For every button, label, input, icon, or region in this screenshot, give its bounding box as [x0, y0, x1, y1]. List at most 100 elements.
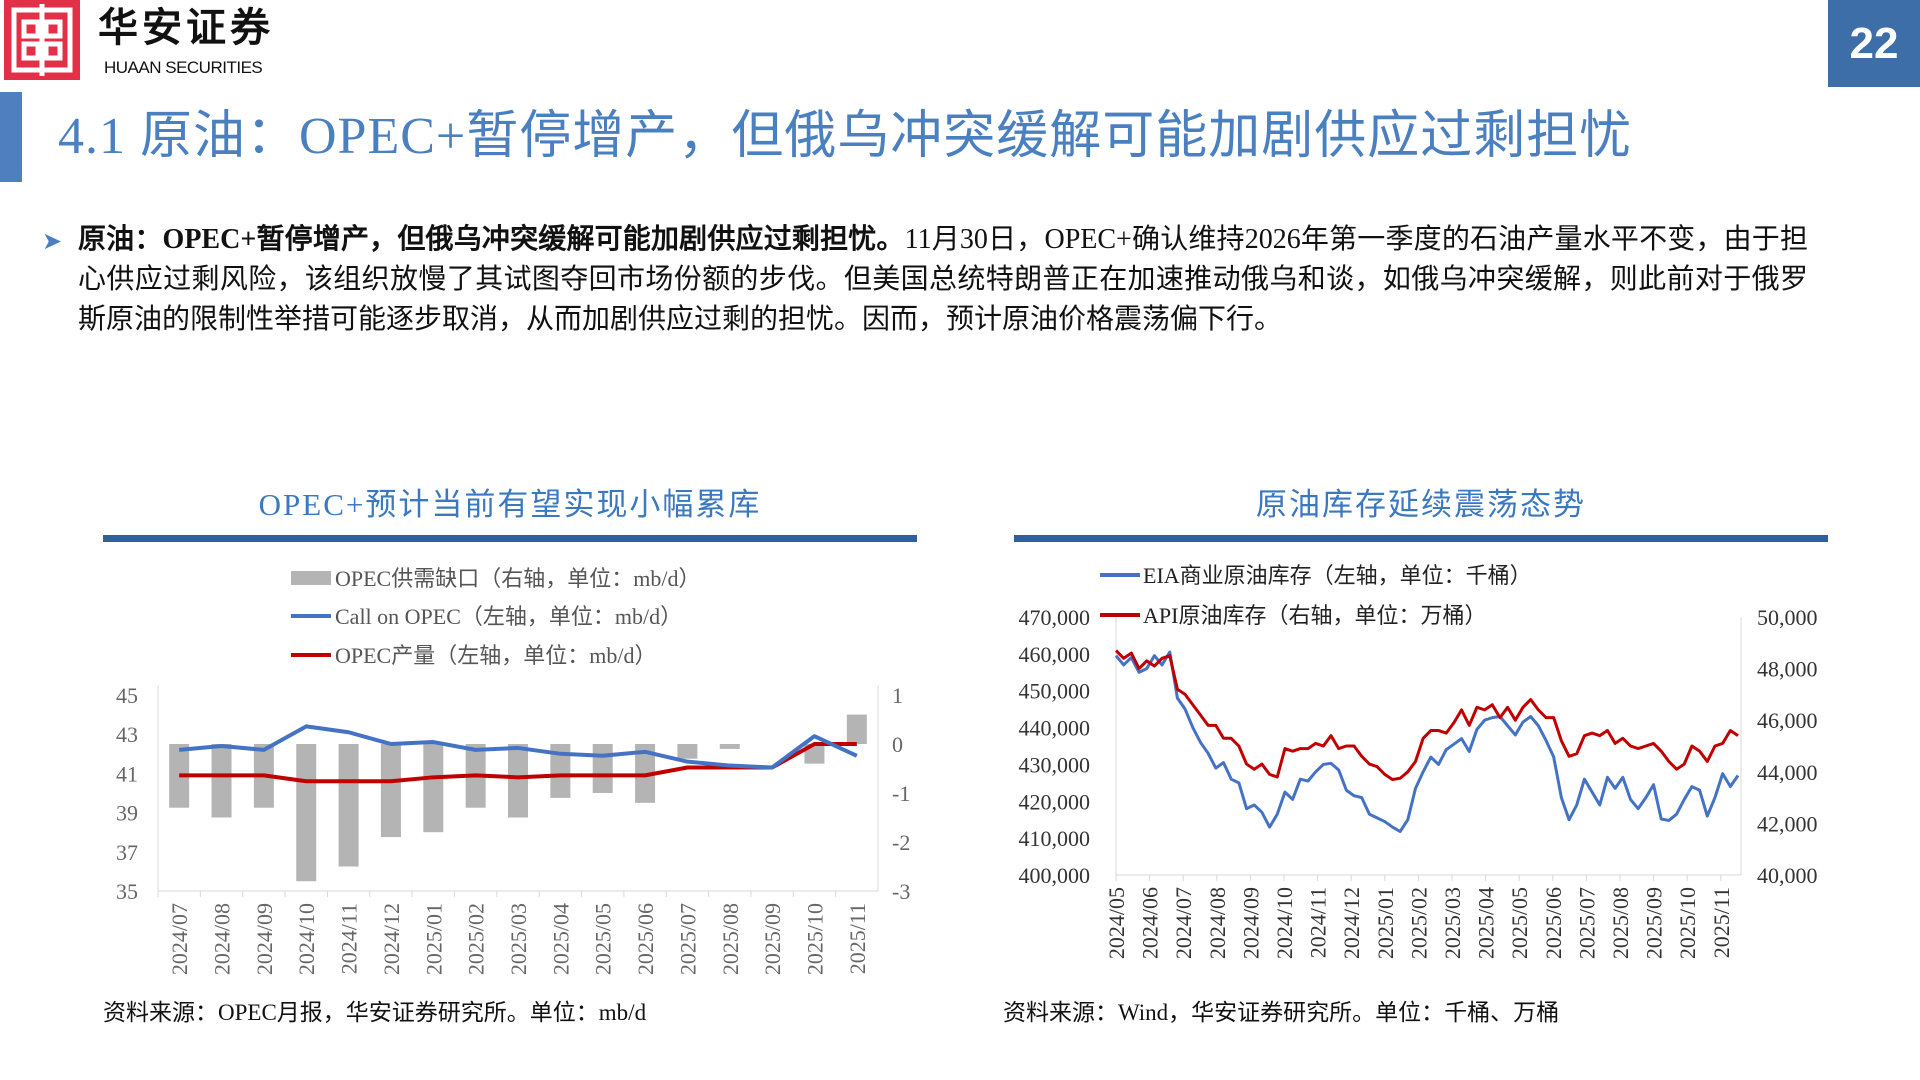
x-tick-label: 2025/10 — [802, 903, 827, 975]
opec-balance-chart: OPEC供需缺口（右轴，单位：mb/d） Call on OPEC（左轴，单位：m… — [116, 566, 910, 975]
y-right-tick-label: 1 — [892, 683, 903, 708]
x-tick-label: 2025/07 — [675, 903, 700, 975]
bullet-heading: 原油：OPEC+暂停增产，但俄乌冲突缓解可能加剧供应过剩担忧。 — [78, 224, 905, 255]
gap-bar — [211, 744, 232, 818]
x-tick-label: 2025/03 — [506, 903, 531, 975]
x-tick-label: 2025/02 — [464, 903, 489, 975]
x-tick-label: 2025/04 — [1474, 887, 1499, 959]
y-left-tick-label: 45 — [116, 683, 138, 708]
y-right-tick-label: 48,000 — [1757, 657, 1818, 682]
gap-bar — [296, 744, 317, 882]
x-tick-label: 2025/06 — [1541, 887, 1566, 959]
y-left-tick-label: 450,000 — [1019, 679, 1091, 704]
x-tick-label: 2025/11 — [845, 903, 870, 974]
gap-bar — [550, 744, 571, 798]
left-chart-rule — [103, 535, 917, 542]
legend-label: EIA商业原油库存（左轴，单位：千桶） — [1143, 563, 1532, 588]
eia-inventory-line — [1114, 650, 1740, 834]
page-number: 22 — [1828, 0, 1920, 87]
gap-bar — [508, 744, 528, 818]
x-tick-label: 2024/09 — [1238, 887, 1263, 959]
y-left-tick-label: 440,000 — [1019, 716, 1091, 741]
y-left-tick-label: 400,000 — [1019, 863, 1091, 888]
y-right-tick-label: 50,000 — [1757, 605, 1818, 630]
y-left-tick-label: 37 — [116, 840, 138, 865]
y-right-tick-label: -3 — [892, 879, 910, 904]
right-chart-title: 原油库存延续震荡态势 — [1256, 487, 1586, 522]
gap-bar — [846, 714, 867, 744]
y-right-tick-label: -2 — [892, 830, 910, 855]
gap-bar — [677, 744, 698, 759]
x-tick-label: 2025/04 — [548, 903, 573, 975]
gap-bar — [380, 744, 401, 838]
x-tick-label: 2024/08 — [1205, 887, 1230, 959]
x-tick-label: 2025/03 — [1440, 887, 1465, 959]
y-right-tick-label: 40,000 — [1757, 863, 1818, 888]
x-tick-label: 2025/05 — [591, 903, 616, 975]
x-tick-label: 2025/02 — [1406, 887, 1431, 959]
x-tick-label: 2025/06 — [633, 903, 658, 975]
x-tick-label: 2025/09 — [1642, 887, 1667, 959]
x-tick-label: 2024/07 — [167, 903, 192, 975]
left-chart-title: OPEC+预计当前有望实现小幅累库 — [258, 487, 762, 522]
x-tick-label: 2025/05 — [1507, 887, 1532, 959]
x-tick-label: 2024/10 — [1272, 887, 1297, 959]
y-left-tick-label: 430,000 — [1019, 752, 1091, 777]
y-left-tick-label: 43 — [116, 722, 138, 747]
logo-mark — [4, 0, 80, 80]
y-right-tick-label: 44,000 — [1757, 760, 1818, 785]
gap-bar — [423, 744, 444, 833]
logo-knot-icon — [11, 4, 73, 76]
api-inventory-line — [1114, 649, 1739, 782]
y-left-tick-label: 460,000 — [1019, 642, 1091, 667]
legend-swatch-bar — [291, 571, 331, 585]
x-tick-label: 2025/07 — [1574, 887, 1599, 959]
y-right-tick-label: 0 — [892, 732, 903, 757]
x-tick-label: 2024/12 — [1339, 887, 1364, 959]
gap-bar — [592, 744, 613, 793]
x-tick-label: 2025/11 — [1709, 887, 1734, 958]
x-tick-label: 2025/09 — [760, 903, 785, 975]
y-left-tick-label: 41 — [116, 761, 138, 786]
right-chart-rule — [1014, 535, 1828, 542]
x-tick-label: 2025/08 — [718, 903, 743, 975]
right-source-note: 资料来源：Wind，华安证券研究所。单位：千桶、万桶 — [1003, 1000, 1560, 1025]
crude-inventory-chart: EIA商业原油库存（左轴，单位：千桶） API原油库存（右轴，单位：万桶） 470,… — [1019, 563, 1818, 959]
x-tick-label: 2025/01 — [1373, 887, 1398, 959]
legend-label: Call on OPEC（左轴，单位：mb/d） — [335, 604, 682, 629]
bullet-paragraph: 原油：OPEC+暂停增产，但俄乌冲突缓解可能加剧供应过剩担忧。11月30日，OP… — [78, 220, 1808, 340]
x-tick-label: 2024/10 — [294, 903, 319, 975]
gap-bar — [719, 744, 740, 749]
x-tick-label: 2024/05 — [1104, 887, 1129, 959]
y-right-tick-label: 42,000 — [1757, 811, 1818, 836]
x-tick-label: 2024/07 — [1171, 887, 1196, 959]
x-tick-label: 2024/09 — [252, 903, 277, 975]
logo-english-name: HUAAN SECURITIES — [104, 58, 263, 77]
legend-label: OPEC供需缺口（右轴，单位：mb/d） — [335, 566, 700, 591]
call-on-opec-line — [178, 724, 858, 770]
y-left-tick-label: 420,000 — [1019, 789, 1091, 814]
chevron-right-icon: ➤ — [42, 229, 63, 255]
y-left-tick-label: 39 — [116, 801, 138, 826]
x-tick-label: 2024/11 — [1306, 887, 1331, 958]
page-title: 4.1 原油：OPEC+暂停增产，但俄乌冲突缓解可能加剧供应过剩担忧 — [58, 108, 1633, 165]
y-left-tick-label: 410,000 — [1019, 826, 1091, 851]
logo-chinese-name: 华安证券 — [98, 5, 274, 50]
x-tick-label: 2024/06 — [1138, 887, 1163, 959]
x-tick-label: 2024/12 — [379, 903, 404, 975]
y-right-tick-label: 46,000 — [1757, 708, 1818, 733]
legend-label: OPEC产量（左轴，单位：mb/d） — [335, 643, 656, 668]
x-tick-label: 2025/10 — [1675, 887, 1700, 959]
title-accent-bar — [0, 92, 22, 182]
x-tick-label: 2024/08 — [210, 903, 235, 975]
x-tick-label: 2024/11 — [337, 903, 362, 974]
x-tick-label: 2025/01 — [421, 903, 446, 975]
x-tick-label: 2025/08 — [1608, 887, 1633, 959]
legend-label: API原油库存（右轴，单位：万桶） — [1143, 603, 1486, 628]
y-right-tick-label: -1 — [892, 781, 910, 806]
gap-bar — [338, 744, 359, 867]
bullet-body: 11月30日，OPEC+确认维持2026年第一季度的石油产量水平不变，由于担心供… — [78, 224, 1808, 335]
y-left-tick-label: 470,000 — [1019, 605, 1091, 630]
left-source-note: 资料来源：OPEC月报，华安证券研究所。单位：mb/d — [103, 1000, 647, 1025]
y-left-tick-label: 35 — [116, 879, 138, 904]
